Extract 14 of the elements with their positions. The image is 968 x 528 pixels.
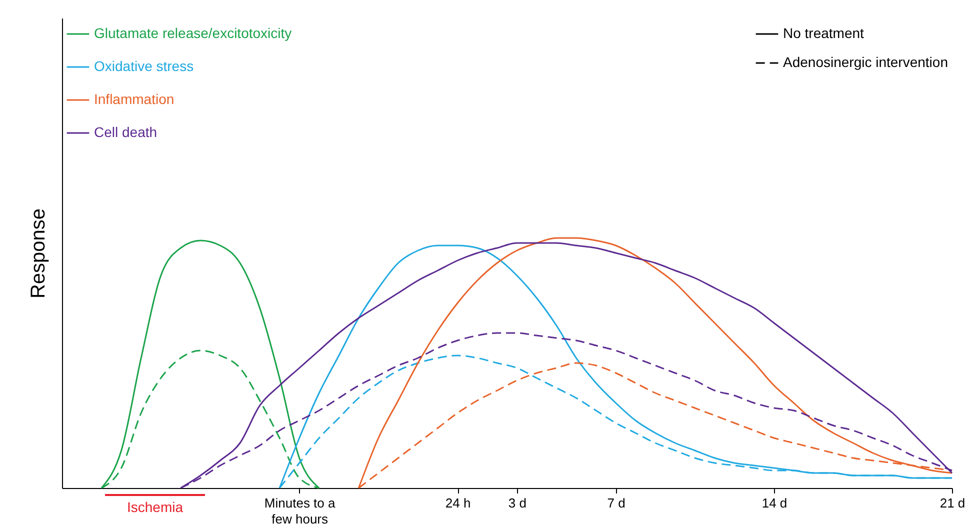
legend-label: Inflammation bbox=[94, 91, 174, 107]
legend-label: Oxidative stress bbox=[94, 58, 194, 74]
text: No treatment bbox=[783, 25, 864, 41]
y-axis-title: Response bbox=[28, 208, 50, 299]
x-tick-label: 21 d bbox=[940, 496, 966, 510]
x-tick-label: 3 d bbox=[508, 496, 526, 510]
text: Adenosinergic intervention bbox=[783, 54, 948, 70]
text: Ischemia bbox=[126, 499, 184, 515]
legend-label: Cell death bbox=[94, 124, 158, 140]
legend-label: Glutamate release/excitotoxicity bbox=[94, 25, 292, 41]
x-tick-label: 7 d bbox=[607, 496, 626, 510]
x-tick-label: 14 d bbox=[762, 496, 788, 510]
x-tick-label: 24 h bbox=[445, 496, 471, 510]
x-tick-label: Minutes to a few hours bbox=[264, 496, 336, 526]
